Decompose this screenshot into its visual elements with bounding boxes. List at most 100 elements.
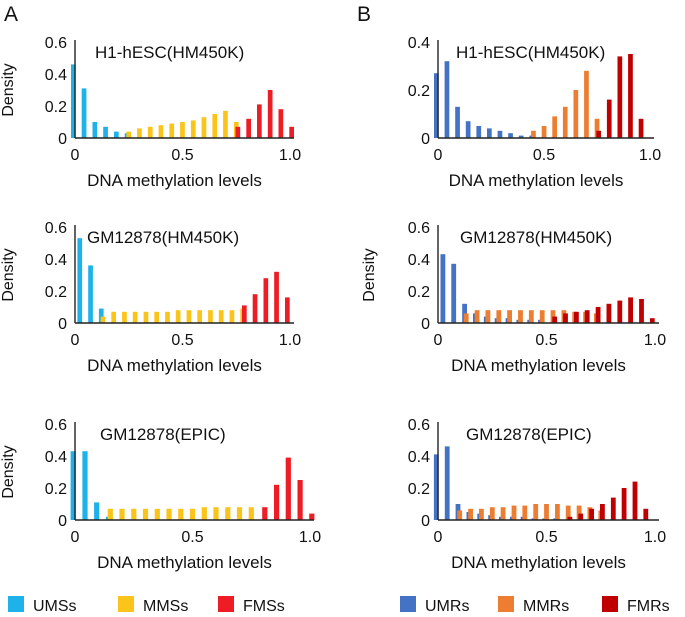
bar-fmrs-4 bbox=[595, 307, 601, 323]
bar-mmrs-3 bbox=[496, 310, 502, 323]
bar-fmrs-3 bbox=[628, 54, 633, 138]
y-axis-label: Density bbox=[0, 63, 17, 116]
bar-umrs-0 bbox=[433, 454, 439, 520]
bar-mmrs-0 bbox=[457, 510, 463, 520]
bar-mmss-5 bbox=[166, 508, 172, 520]
legend-swatch-umrs bbox=[400, 596, 416, 612]
x-axis-label: DNA methylation levels bbox=[87, 171, 262, 190]
bar-mmrs-3 bbox=[489, 507, 495, 520]
bar-umss-0 bbox=[71, 64, 76, 138]
bar-fmss-0 bbox=[242, 305, 247, 323]
x-tick-label: 0 bbox=[434, 147, 443, 164]
y-tick-label: 0.2 bbox=[45, 481, 67, 498]
bar-mmss-1 bbox=[137, 128, 142, 138]
x-tick-label: 1.0 bbox=[279, 147, 301, 164]
bar-fmrs-7 bbox=[643, 508, 649, 520]
bar-umss-2 bbox=[94, 502, 100, 520]
bar-mmrs-5 bbox=[584, 70, 589, 138]
legend-label-umss: UMSs bbox=[33, 598, 77, 615]
y-tick-label: 0.2 bbox=[408, 83, 430, 100]
bar-mmss-0 bbox=[100, 316, 106, 323]
legend-swatch-fmss bbox=[218, 596, 234, 612]
chart-1: 0 0.2 0.4 0.6 0 0.5 1.0 H1-hESC(HM450K) DNA meth… bbox=[0, 35, 301, 190]
bar-mmss-8 bbox=[201, 507, 207, 520]
y-tick-label: 0 bbox=[421, 316, 430, 333]
legend-label-fmrs: FMRs bbox=[627, 598, 670, 615]
bar-mmss-10 bbox=[225, 507, 231, 520]
bar-fmrs-5 bbox=[606, 303, 612, 323]
bar-mmss-8 bbox=[212, 114, 218, 138]
bar-umrs-0 bbox=[440, 254, 446, 323]
bar-umrs-8 bbox=[518, 135, 524, 138]
bar-fmrs-0 bbox=[567, 516, 573, 520]
x-axis-label: DNA methylation levels bbox=[87, 356, 262, 375]
bar-fmrs-5 bbox=[621, 488, 627, 520]
bar-umss-0 bbox=[77, 238, 83, 323]
bar-mmrs-2 bbox=[485, 310, 491, 323]
chart-3: 0 0.2 0.4 0.6 0 0.5 1.0 GM12878(EPIC) DNA methyl… bbox=[0, 417, 321, 572]
chart-title: GM12878(EPIC) bbox=[100, 425, 226, 444]
chart-6: 0 0.2 0.4 0.6 0 0.5 1.0 GM12878(EPIC) DNA methyl… bbox=[408, 417, 666, 572]
x-axis-label: DNA methylation levels bbox=[97, 553, 272, 572]
y-tick-label: 0.6 bbox=[45, 220, 67, 237]
bar-mmrs-0 bbox=[463, 313, 469, 323]
bar-mmrs-7 bbox=[533, 504, 539, 520]
bar-fmss-1 bbox=[274, 484, 280, 520]
y-tick-label: 0.2 bbox=[408, 284, 430, 301]
bar-mmss-7 bbox=[201, 117, 207, 138]
y-tick-label: 0 bbox=[421, 131, 430, 148]
legend-swatch-umss bbox=[8, 596, 24, 612]
bar-mmss-0 bbox=[107, 508, 113, 520]
bar-fmss-4 bbox=[285, 297, 290, 323]
bar-mmss-2 bbox=[122, 311, 127, 323]
bar-mmrs-6 bbox=[594, 118, 600, 138]
bar-mmss-4 bbox=[169, 123, 175, 138]
y-tick-label: 0.4 bbox=[408, 35, 430, 52]
bar-mmss-4 bbox=[143, 311, 149, 323]
bar-mmss-9 bbox=[223, 110, 228, 138]
bar-fmss-0 bbox=[235, 126, 241, 138]
bar-umrs-2 bbox=[455, 106, 460, 138]
bar-fmss-4 bbox=[278, 109, 284, 138]
bar-mmss-10 bbox=[208, 310, 213, 323]
bar-fmss-5 bbox=[289, 126, 294, 138]
bar-fmrs-8 bbox=[639, 299, 644, 323]
bar-mmrs-11 bbox=[576, 505, 582, 520]
bar-fmrs-4 bbox=[638, 118, 644, 138]
legend-swatch-mmss bbox=[118, 596, 134, 612]
legend-panel-b: UMRs MMRs FMRs bbox=[400, 596, 670, 615]
bar-fmss-2 bbox=[285, 457, 291, 520]
bar-mmss-12 bbox=[229, 310, 235, 323]
y-tick-label: 0 bbox=[58, 131, 67, 148]
bar-fmrs-9 bbox=[649, 318, 655, 323]
bar-fmss-3 bbox=[274, 271, 279, 323]
bar-mmrs-0 bbox=[531, 130, 536, 138]
x-axis-label: DNA methylation levels bbox=[451, 356, 626, 375]
bar-fmss-1 bbox=[252, 294, 258, 323]
bar-umrs-3 bbox=[465, 121, 471, 138]
y-tick-label: 0 bbox=[58, 316, 67, 333]
x-tick-label: 0.5 bbox=[181, 529, 203, 546]
bar-mmrs-6 bbox=[522, 505, 528, 520]
bar-mmss-3 bbox=[142, 508, 149, 520]
bar-mmrs-3 bbox=[562, 106, 568, 138]
y-tick-label: 0.2 bbox=[45, 284, 67, 301]
y-tick-label: 0.2 bbox=[45, 99, 67, 116]
bar-mmss-11 bbox=[218, 310, 224, 323]
legend-label-fmss: FMSs bbox=[243, 598, 285, 615]
x-tick-label: 0.5 bbox=[171, 147, 193, 164]
x-tick-label: 1.0 bbox=[639, 147, 661, 164]
bar-mmrs-2 bbox=[552, 116, 557, 138]
bar-mmss-5 bbox=[154, 311, 159, 323]
panel-label-b: B bbox=[357, 3, 371, 26]
bar-mmrs-9 bbox=[555, 504, 560, 520]
bar-mmrs-1 bbox=[474, 310, 480, 323]
bar-mmss-11 bbox=[236, 507, 243, 520]
charts-group: 0 0.2 0.4 0.6 0 0.5 1.0 H1-hESC(HM450K) DNA meth… bbox=[0, 35, 666, 572]
bar-mmrs-2 bbox=[479, 508, 484, 520]
y-axis-label: Density bbox=[0, 248, 17, 301]
y-tick-label: 0.6 bbox=[45, 417, 67, 434]
bar-fmrs-6 bbox=[617, 300, 623, 323]
chart-title: GM12878(HM450K) bbox=[460, 228, 612, 247]
